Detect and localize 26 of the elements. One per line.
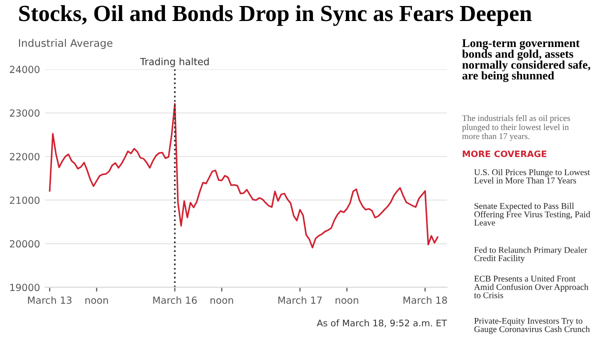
x-tick-label: noon [85, 298, 108, 304]
chart-subtitle: Industrial Average [19, 38, 112, 49]
text: MORE COVERAGE [462, 150, 546, 158]
y-tick-label: 22000 [10, 152, 40, 160]
y-tick-label: 21000 [10, 196, 40, 204]
x-tick-label: March 18 [404, 296, 447, 304]
text: U.S. Oil Prices Plunge to Lowest Level in More Than 17 Years [474, 169, 590, 184]
text: Senate Expected to Pass Bill Offering Free Virus Testing, Paid Leave [474, 202, 590, 226]
y-tick-label: 23000 [10, 109, 40, 117]
x-tick-label: March 13 [28, 296, 72, 304]
text: ECB Presents a United Front Amid Confusion Over Approach to Crisis [474, 275, 588, 298]
x-tick-label: noon [336, 298, 358, 304]
text: As of March 18, 9:52 a.m. ET [316, 319, 448, 328]
chart-title: Stocks, Oil and Bonds Drop in Sync as Fears Deepen [19, 5, 532, 26]
text: Private-Equity Investors Try to Gauge Coronavirus Cash Crunch [474, 318, 590, 334]
x-tick-label: noon [210, 298, 234, 304]
text: The industrials fell as oil prices plunged to their lowest level in more than 17 years. [462, 114, 570, 141]
text: Long-term government bonds and gold, assets normally considered safe, are being shunned [462, 39, 590, 82]
ref-line-label: Trading halted [140, 58, 209, 68]
x-tick-label: March 17 [278, 296, 322, 304]
text: Fed to Relaunch Primary Dealer Credit Facility [474, 246, 588, 263]
line-series [48, 102, 438, 248]
y-tick-label: 20000 [10, 240, 40, 248]
x-tick-label: March 16 [153, 296, 197, 304]
y-tick-label: 19000 [10, 284, 40, 292]
y-tick-label: 24000 [10, 66, 40, 74]
